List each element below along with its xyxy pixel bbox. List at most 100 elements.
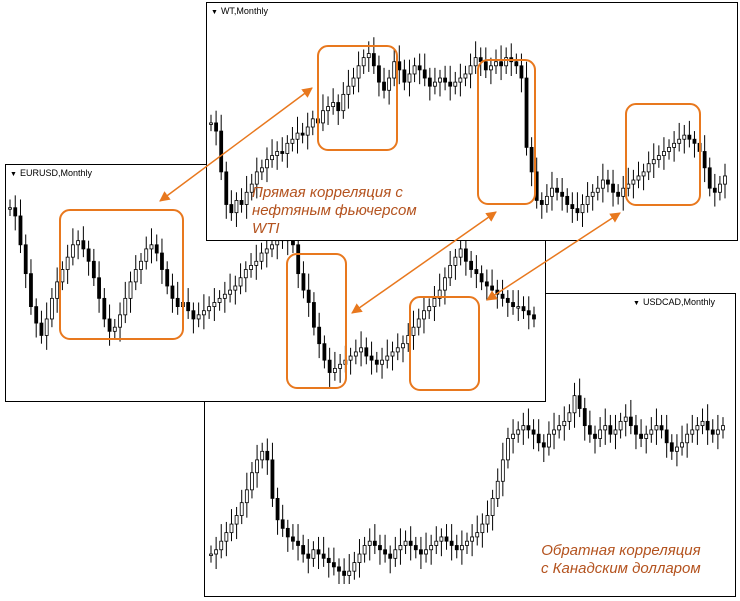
eurusd-candle [133, 255, 138, 291]
eurusd-candle [55, 267, 60, 313]
eurusd-candle [196, 302, 201, 328]
wti-candle [555, 178, 559, 201]
usdcad-candle [388, 545, 393, 574]
eurusd-candle [102, 288, 107, 328]
usdcad-candle [577, 378, 582, 418]
wti-candle [550, 171, 554, 211]
usdcad-candle [695, 417, 700, 445]
eurusd-candle [296, 236, 301, 289]
usdcad-candle [342, 558, 347, 584]
wti-candle [300, 122, 305, 144]
wti-candle [712, 173, 717, 207]
wti-candle [412, 57, 417, 83]
wti-candle [509, 43, 514, 76]
wti-candle [229, 190, 234, 221]
eurusd-candle [97, 261, 101, 313]
wti-candle [336, 94, 341, 125]
eurusd-title-text: EURUSD,Monthly [19, 168, 92, 178]
wti-candle [438, 69, 442, 97]
eurusd-candle [29, 259, 33, 315]
caption-line: Обратная корреляция [541, 542, 701, 559]
usdcad-candle [634, 414, 638, 450]
usdcad-candle [485, 500, 490, 533]
eurusd-candle [91, 248, 96, 286]
wti-candle [443, 65, 447, 91]
usdcad-title-text: USDCAD,Monthly [642, 297, 715, 307]
eurusd-candle [212, 288, 217, 322]
usdcad-candle [403, 530, 408, 555]
wti-candle [209, 114, 213, 132]
wti-candle [534, 157, 539, 209]
eurusd-candle [254, 244, 259, 280]
usdcad-candle [572, 382, 577, 428]
wti-candle [697, 131, 702, 160]
usdcad-candle [557, 414, 562, 439]
wti-candle [219, 114, 224, 181]
triangle-down-icon: ▼ [211, 9, 218, 16]
eurusd-candle [76, 230, 81, 260]
eurusd-candle [44, 302, 49, 350]
eurusd-candle [401, 335, 405, 363]
usdcad-candle [214, 536, 219, 570]
wti-candle [280, 137, 285, 162]
usdcad-candle [352, 551, 357, 580]
eurusd-candle [490, 269, 494, 299]
usdcad-candle [301, 534, 306, 563]
eurusd-candle [505, 290, 510, 317]
wti-candle [397, 45, 402, 85]
wti-candle [392, 49, 397, 87]
eurusd-candle [222, 281, 227, 313]
usdcad-candle [321, 536, 326, 567]
wti-candle [646, 151, 651, 181]
wti-candle [494, 49, 498, 74]
usdcad-candle [470, 524, 475, 557]
eurusd-candle [112, 318, 117, 340]
eurusd-candle [432, 286, 437, 322]
usdcad-candle [255, 444, 259, 488]
usdcad-candle [429, 534, 434, 565]
eurusd-candle [123, 281, 128, 324]
usdcad-candle [521, 412, 526, 445]
usdcad-candle [357, 539, 362, 578]
eurusd-candle [353, 339, 358, 365]
triangle-down-icon: ▼ [633, 300, 640, 307]
eurusd-candle [532, 306, 536, 328]
eurusd-candle [338, 353, 343, 383]
eurusd-candle [149, 228, 154, 264]
usdcad-candle [495, 468, 500, 507]
wti-candle [458, 63, 463, 97]
usdcad-candle [490, 489, 495, 531]
usdcad-candle [239, 489, 244, 525]
eurusd-candle [406, 323, 411, 352]
wti-candle [626, 167, 631, 197]
eurusd-candle [479, 265, 484, 291]
wti-candle [427, 67, 432, 101]
usdcad-candle [413, 536, 418, 559]
usdcad-candle [224, 521, 229, 557]
wti-candle [331, 88, 336, 115]
eurusd-candle [453, 248, 458, 280]
eurusd-candle [238, 263, 243, 295]
usdcad-candle [219, 524, 224, 559]
eurusd-candle [23, 234, 28, 289]
wti-candle [565, 188, 570, 213]
usdcad-candle [675, 434, 679, 467]
wti-candle [377, 55, 381, 97]
usdcad-candle [506, 427, 510, 469]
usdcad-candle [434, 526, 439, 555]
wti-candle [356, 51, 361, 93]
eurusd-candle [369, 341, 374, 375]
wti-candle [519, 53, 524, 93]
eurusd-candle [60, 261, 65, 291]
wti-panel-title: ▼ WT,Monthly [211, 6, 268, 16]
eurusd-candle [201, 294, 206, 330]
eurusd-candle [395, 333, 400, 361]
usdcad-candle [547, 421, 551, 456]
usdcad-candle [603, 408, 608, 445]
wti-candle [692, 131, 697, 158]
usdcad-candle [260, 442, 265, 469]
eurusd-candle [348, 347, 353, 375]
eurusd-candle [118, 302, 122, 342]
wti-candle [387, 69, 392, 105]
usdcad-candle [362, 536, 367, 563]
